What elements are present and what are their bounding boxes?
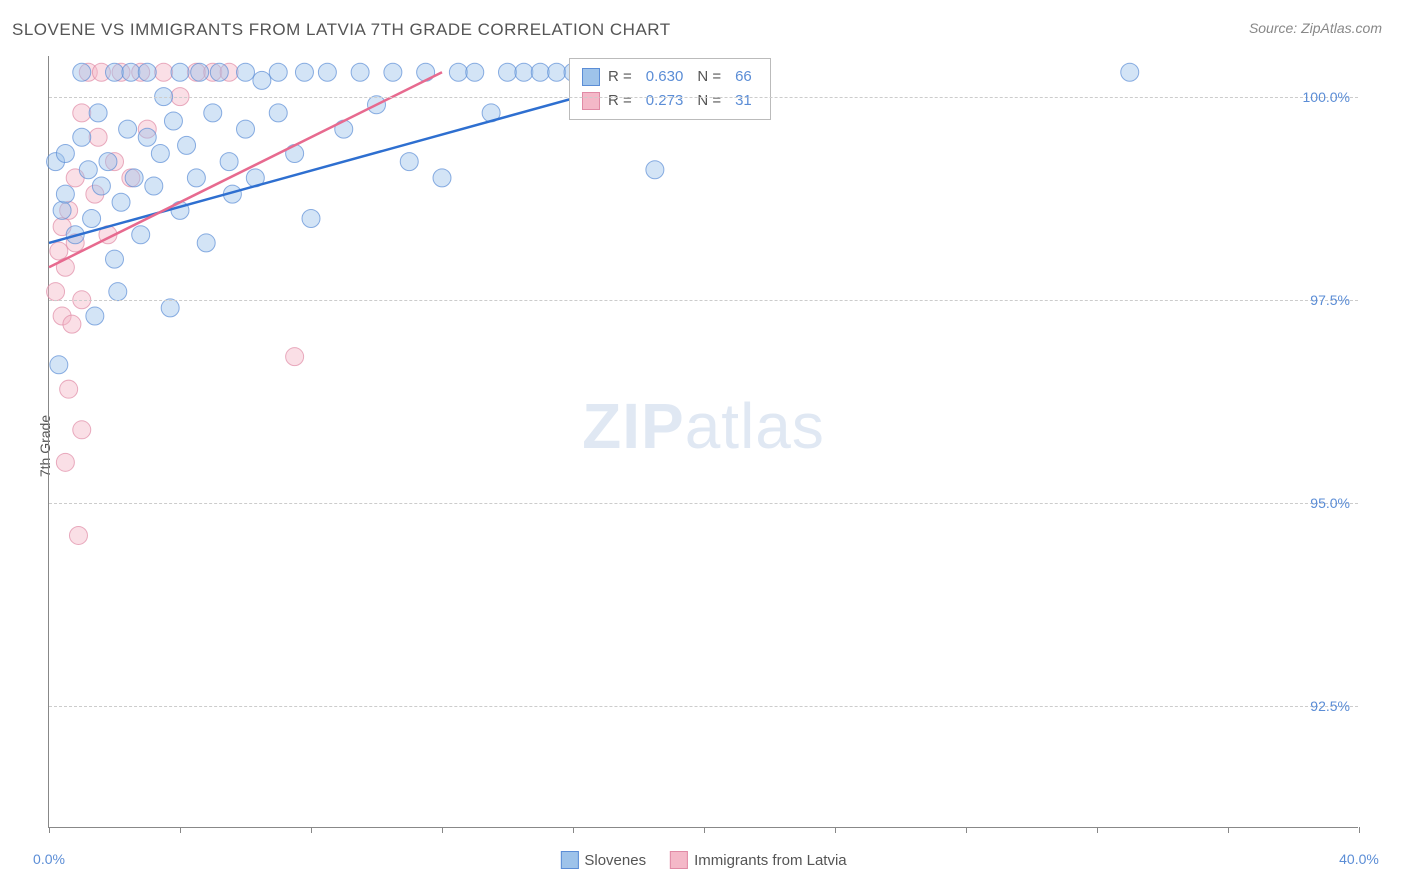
y-tick-label: 92.5% <box>1310 698 1350 714</box>
chart-title: SLOVENE VS IMMIGRANTS FROM LATVIA 7TH GR… <box>12 20 671 40</box>
legend-label-latvia: Immigrants from Latvia <box>694 852 847 869</box>
legend-item-latvia: Immigrants from Latvia <box>670 851 847 869</box>
bottom-legend: Slovenes Immigrants from Latvia <box>560 851 846 869</box>
r-value-latvia: 0.273 <box>646 89 684 113</box>
swatch-slovenes <box>582 68 600 86</box>
legend-item-slovenes: Slovenes <box>560 851 646 869</box>
legend-row-slovenes: R = 0.630 N = 66 <box>582 65 758 89</box>
stats-legend-box: R = 0.630 N = 66 R = 0.273 N = 31 <box>569 58 771 120</box>
y-tick-label: 95.0% <box>1310 495 1350 511</box>
legend-row-latvia: R = 0.273 N = 31 <box>582 89 758 113</box>
swatch-latvia <box>582 92 600 110</box>
x-tick-label: 0.0% <box>33 851 65 867</box>
r-label: R = <box>608 65 632 89</box>
n-value-slovenes: 66 <box>735 65 752 89</box>
y-tick-label: 100.0% <box>1303 89 1350 105</box>
scatter-plot-svg <box>49 56 1358 827</box>
swatch-slovenes-icon <box>560 851 578 869</box>
n-label: N = <box>697 65 721 89</box>
r-label: R = <box>608 89 632 113</box>
y-tick-label: 97.5% <box>1310 292 1350 308</box>
chart-plot-area: ZIPatlas R = 0.630 N = 66 R = 0.273 N = … <box>48 56 1358 828</box>
n-value-latvia: 31 <box>735 89 752 113</box>
x-tick-label: 40.0% <box>1339 851 1379 867</box>
r-value-slovenes: 0.630 <box>646 65 684 89</box>
source-attribution: Source: ZipAtlas.com <box>1249 20 1382 36</box>
legend-label-slovenes: Slovenes <box>584 852 646 869</box>
n-label: N = <box>697 89 721 113</box>
swatch-latvia-icon <box>670 851 688 869</box>
